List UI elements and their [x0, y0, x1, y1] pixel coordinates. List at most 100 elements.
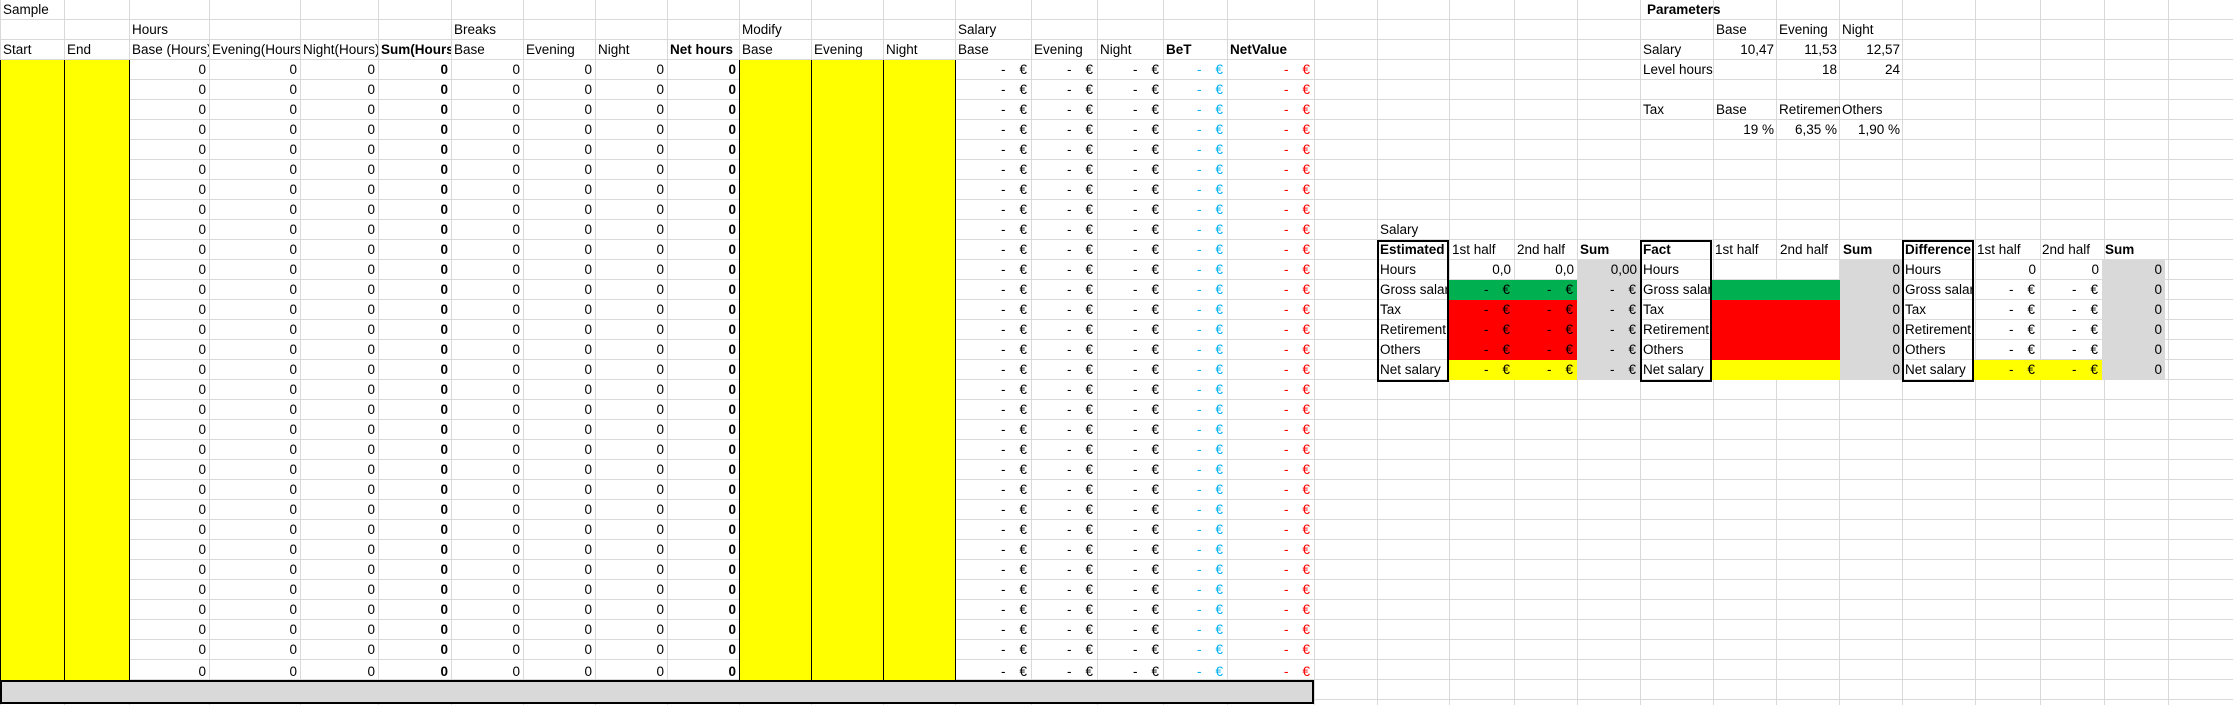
row-18-col-8[interactable]: 0 [656, 422, 664, 437]
row-17-salary-col-16[interactable]: - € [1163, 400, 1227, 420]
row-26-col-6[interactable]: 0 [512, 582, 520, 597]
row-1-col-3[interactable]: 0 [289, 82, 297, 97]
row-13-col-5[interactable]: 0 [440, 322, 448, 337]
row-27-col-6[interactable]: 0 [512, 602, 520, 617]
row-8-col-6[interactable]: 0 [512, 222, 520, 237]
row-28-salary-col-16[interactable]: - € [1163, 620, 1227, 640]
row-5-salary-col-17[interactable]: - € [1227, 160, 1314, 180]
difference-col-head-1[interactable]: 2nd half [2042, 242, 2091, 257]
row-17-col-6[interactable]: 0 [512, 402, 520, 417]
row-27-salary-col-16[interactable]: - € [1163, 600, 1227, 620]
row-1-col-2[interactable]: 0 [198, 82, 206, 97]
row-10-salary-col-14[interactable]: - € [1031, 260, 1097, 280]
row-25-salary-col-15[interactable]: - € [1097, 560, 1163, 580]
row-6-salary-col-15[interactable]: - € [1097, 180, 1163, 200]
row-22-col-5[interactable]: 0 [440, 502, 448, 517]
row-9-col-5[interactable]: 0 [440, 242, 448, 257]
row-5-col-2[interactable]: 0 [198, 162, 206, 177]
row-8-salary-col-14[interactable]: - € [1031, 220, 1097, 240]
row-5-col-9[interactable]: 0 [728, 162, 736, 177]
column-header-13[interactable]: Base [958, 42, 989, 57]
row-23-col-9[interactable]: 0 [728, 522, 736, 537]
estimated-row-label-0[interactable]: Hours [1380, 262, 1417, 277]
total-row-30-salary-col-13[interactable]: - € [955, 662, 1031, 682]
param-tax-others[interactable]: 1,90 % [1857, 122, 1900, 137]
row-24-salary-col-14[interactable]: - € [1031, 540, 1097, 560]
estimated-value-r1-c1[interactable]: - € [1449, 280, 1514, 300]
row-14-salary-col-14[interactable]: - € [1031, 340, 1097, 360]
row-15-salary-col-15[interactable]: - € [1097, 360, 1163, 380]
param-head-evening[interactable]: Evening [1779, 22, 1828, 37]
row-4-col-3[interactable]: 0 [289, 142, 297, 157]
row-28-col-7[interactable]: 0 [584, 622, 592, 637]
row-3-col-4[interactable]: 0 [367, 122, 375, 137]
row-26-col-2[interactable]: 0 [198, 582, 206, 597]
row-7-salary-col-13[interactable]: - € [955, 200, 1031, 220]
row-20-col-2[interactable]: 0 [198, 462, 206, 477]
row-18-col-4[interactable]: 0 [367, 422, 375, 437]
column-header-6[interactable]: Base [454, 42, 485, 57]
row-4-salary-col-13[interactable]: - € [955, 140, 1031, 160]
row-14-col-4[interactable]: 0 [367, 342, 375, 357]
estimated-hours-1[interactable]: 0,0 [1555, 262, 1574, 277]
row-4-col-5[interactable]: 0 [440, 142, 448, 157]
total-row-30-col-9[interactable]: 0 [728, 664, 736, 679]
column-header-9[interactable]: Net hours [670, 42, 734, 57]
row-25-col-5[interactable]: 0 [440, 562, 448, 577]
column-header-1[interactable]: End [67, 42, 92, 57]
row-15-col-6[interactable]: 0 [512, 362, 520, 377]
column-header-4[interactable]: Night(Hours) [303, 42, 378, 57]
row-15-col-2[interactable]: 0 [198, 362, 206, 377]
row-2-col-5[interactable]: 0 [440, 102, 448, 117]
row-9-salary-col-13[interactable]: - € [955, 240, 1031, 260]
row-11-col-5[interactable]: 0 [440, 282, 448, 297]
row-20-salary-col-16[interactable]: - € [1163, 460, 1227, 480]
row-19-salary-col-15[interactable]: - € [1097, 440, 1163, 460]
row-17-col-8[interactable]: 0 [656, 402, 664, 417]
fact-row-label-2[interactable]: Tax [1643, 302, 1665, 317]
row-0-salary-col-16[interactable]: - € [1163, 60, 1227, 80]
difference-row-label-3[interactable]: Retirement [1905, 322, 1972, 337]
fact-row-label-5[interactable]: Net salary [1643, 362, 1704, 377]
total-row-30-col-4[interactable]: 0 [367, 664, 375, 679]
row-25-salary-col-17[interactable]: - € [1227, 560, 1314, 580]
row-0-col-2[interactable]: 0 [198, 62, 206, 77]
difference-label[interactable]: Difference [1905, 242, 1972, 257]
estimated-col-head-1[interactable]: 2nd half [1517, 242, 1566, 257]
row-22-salary-col-14[interactable]: - € [1031, 500, 1097, 520]
row-29-salary-col-16[interactable]: - € [1163, 640, 1227, 660]
row-13-salary-col-16[interactable]: - € [1163, 320, 1227, 340]
difference-value-r3-c2[interactable]: - € [2039, 320, 2102, 340]
row-13-col-7[interactable]: 0 [584, 322, 592, 337]
fact-sum-2[interactable]: 0 [1892, 302, 1900, 317]
row-21-salary-col-14[interactable]: - € [1031, 480, 1097, 500]
row-14-col-9[interactable]: 0 [728, 342, 736, 357]
row-1-col-8[interactable]: 0 [656, 82, 664, 97]
row-28-col-3[interactable]: 0 [289, 622, 297, 637]
difference-value-r4-c1[interactable]: - € [1974, 340, 2039, 360]
difference-value-r1-c1[interactable]: - € [1974, 280, 2039, 300]
row-1-salary-col-13[interactable]: - € [955, 80, 1031, 100]
difference-sum-4[interactable]: 0 [2154, 342, 2162, 357]
row-12-salary-col-16[interactable]: - € [1163, 300, 1227, 320]
row-26-salary-col-13[interactable]: - € [955, 580, 1031, 600]
param-head-night[interactable]: Night [1842, 22, 1874, 37]
row-10-col-5[interactable]: 0 [440, 262, 448, 277]
row-6-col-2[interactable]: 0 [198, 182, 206, 197]
fact-row-label-0[interactable]: Hours [1643, 262, 1680, 277]
estimated-col-head-2[interactable]: Sum [1580, 242, 1610, 257]
row-19-col-9[interactable]: 0 [728, 442, 736, 457]
row-23-col-7[interactable]: 0 [584, 522, 592, 537]
total-row-30-col-6[interactable]: 0 [512, 664, 520, 679]
row-2-col-9[interactable]: 0 [728, 102, 736, 117]
row-22-salary-col-17[interactable]: - € [1227, 500, 1314, 520]
row-21-salary-col-16[interactable]: - € [1163, 480, 1227, 500]
row-18-col-9[interactable]: 0 [728, 422, 736, 437]
column-header-7[interactable]: Evening [526, 42, 575, 57]
total-row-30-col-2[interactable]: 0 [198, 664, 206, 679]
row-24-col-9[interactable]: 0 [728, 542, 736, 557]
fact-sum-4[interactable]: 0 [1892, 342, 1900, 357]
row-0-salary-col-15[interactable]: - € [1097, 60, 1163, 80]
difference-value-r5-c1[interactable]: - € [1974, 360, 2039, 380]
row-0-col-3[interactable]: 0 [289, 62, 297, 77]
